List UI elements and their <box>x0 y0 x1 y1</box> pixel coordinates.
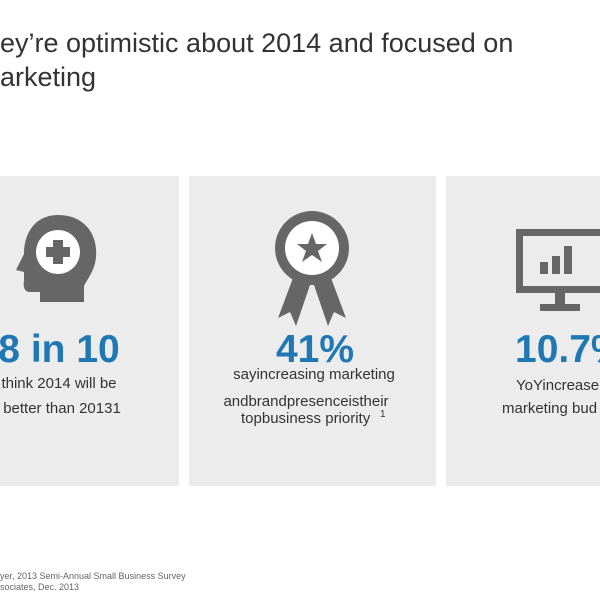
description: better than 20131 <box>3 400 121 417</box>
title-line: arketing <box>0 62 96 92</box>
head-icon <box>16 215 97 302</box>
monitor-icon <box>516 229 600 311</box>
title-line: ey’re optimistic about 2014 and focused … <box>0 28 513 58</box>
stat: 41% <box>276 328 354 371</box>
award-icon <box>275 211 349 326</box>
footnote: sociates, Dec. 2013 <box>0 582 79 592</box>
card <box>446 176 600 486</box>
description: YoYincrease <box>516 377 599 394</box>
description: andbrandpresenceistheir <box>223 393 388 410</box>
stat: 8 in 10 <box>0 328 120 371</box>
description: topbusiness priority <box>241 410 371 427</box>
footnote: yer, 2013 Semi-Annual Small Business Sur… <box>0 571 186 581</box>
footnote-marker: 1 <box>380 409 386 420</box>
description: think 2014 will be <box>1 375 116 392</box>
description: marketing bud <box>502 400 597 417</box>
stat: 10.7% <box>515 328 600 371</box>
description: sayincreasing marketing <box>233 366 395 383</box>
card <box>0 176 179 486</box>
